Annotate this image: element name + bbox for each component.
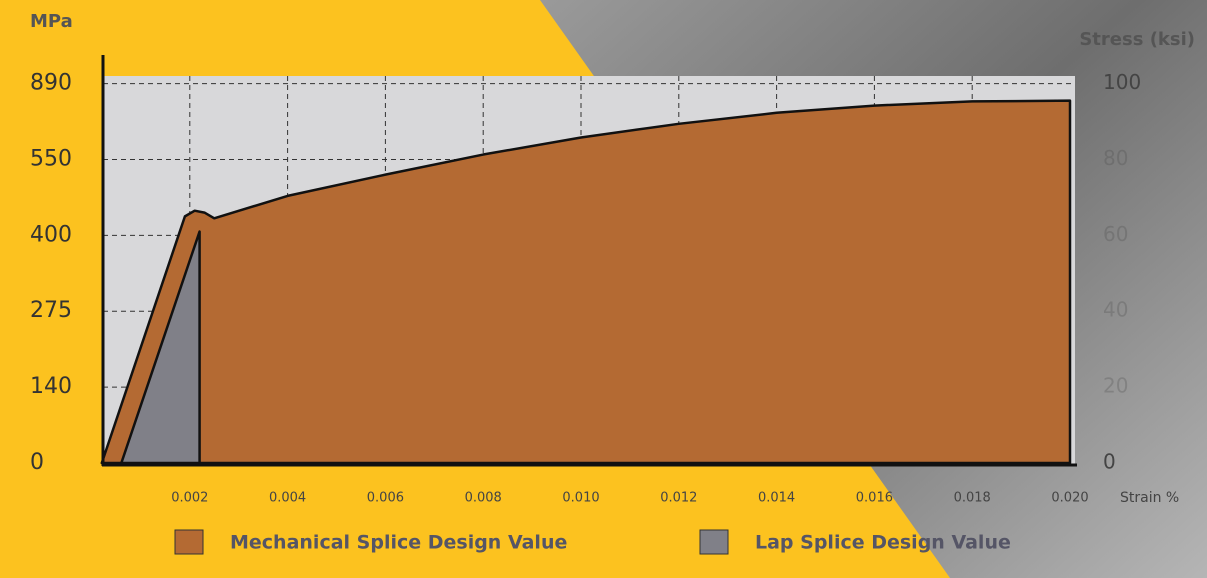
x-tick-label: 0.010	[562, 491, 599, 506]
y2-tick-label: 100	[1103, 70, 1141, 94]
y2-tick-label: 80	[1103, 146, 1128, 170]
y-tick-label: 550	[30, 146, 72, 171]
y-tick-label: 890	[30, 71, 72, 96]
legend: Mechanical Splice Design Value Lap Splice…	[174, 529, 1011, 555]
x-tick-label: 0.014	[758, 491, 795, 506]
legend-swatch	[699, 529, 729, 555]
y2-tick-label: 60	[1103, 222, 1128, 246]
x-tick-label: 0.020	[1051, 491, 1088, 506]
x-tick-label: 0.012	[660, 491, 697, 506]
y2-tick-label: 20	[1103, 374, 1128, 398]
y-tick-label: 140	[30, 374, 72, 399]
x-axis-title: Strain %	[1120, 490, 1179, 506]
x-tick-label: 0.016	[856, 491, 893, 506]
x-tick-label: 0.006	[367, 491, 404, 506]
legend-label: Mechanical Splice Design Value	[230, 532, 567, 554]
area	[120, 230, 201, 465]
areas	[100, 99, 1072, 465]
x-tick-label: 0.002	[171, 491, 208, 506]
legend-swatch	[174, 529, 204, 555]
x-tick-label: 0.008	[465, 491, 502, 506]
y2-axis-title: Stress (ksi)	[1079, 29, 1195, 50]
area	[100, 99, 1072, 465]
y-tick-label: 400	[30, 222, 72, 247]
x-tick-label: 0.004	[269, 491, 306, 506]
y-tick-label: 0	[30, 450, 44, 475]
legend-label: Lap Splice Design Value	[755, 532, 1011, 554]
y2-tick-label: 0	[1103, 450, 1116, 474]
x-tick-label: 0.018	[954, 491, 991, 506]
y-axis-title: MPa	[30, 11, 73, 32]
y-tick-label: 275	[30, 298, 72, 323]
y2-tick-label: 40	[1103, 298, 1128, 322]
